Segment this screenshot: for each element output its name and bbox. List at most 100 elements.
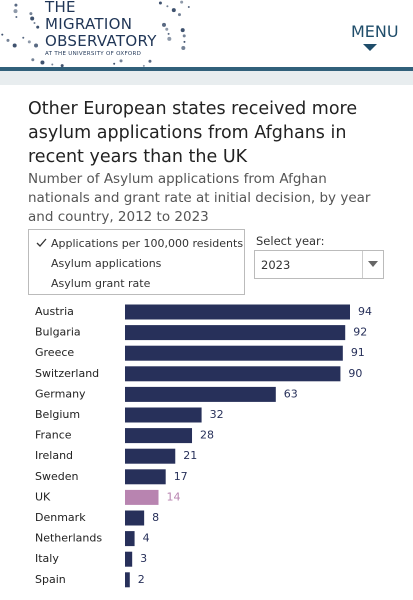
checkmark xyxy=(36,238,47,247)
header-band xyxy=(0,71,413,85)
logo-dot xyxy=(182,34,186,38)
value-label: 91 xyxy=(351,346,365,359)
logo-dot xyxy=(177,13,181,17)
logo-dot xyxy=(29,12,33,16)
menu-button[interactable]: MENU xyxy=(351,22,399,41)
logo-dot xyxy=(180,0,184,4)
logo-text: MIGRATION xyxy=(45,15,133,33)
category-label: Bulgaria xyxy=(35,326,81,339)
year-label: Select year: xyxy=(256,234,325,248)
value-label: 21 xyxy=(183,449,197,462)
bar xyxy=(125,345,343,361)
value-label: 94 xyxy=(358,305,372,318)
logo-dot xyxy=(113,62,116,65)
logo-dot xyxy=(167,36,172,41)
logo-dot xyxy=(181,45,186,50)
logo-dot xyxy=(12,43,17,48)
bar xyxy=(125,325,346,341)
bar xyxy=(125,572,130,588)
value-label: 2 xyxy=(138,573,145,586)
logo-dot xyxy=(15,16,18,19)
bar xyxy=(125,551,133,567)
bar xyxy=(125,510,145,526)
value-label: 90 xyxy=(348,367,362,380)
logo-dot xyxy=(187,5,190,8)
measure-options: Applications per 100,000 residents Asylu… xyxy=(28,229,245,295)
logo-dot xyxy=(161,22,166,27)
logo-dot xyxy=(33,22,36,25)
category-label: Austria xyxy=(35,305,74,318)
category-label: Switzerland xyxy=(35,367,99,380)
logo-dot xyxy=(51,63,54,66)
logo-dot xyxy=(31,58,35,62)
value-label: 8 xyxy=(152,511,159,524)
logo-dot xyxy=(22,36,25,39)
value-label: 14 xyxy=(167,490,181,503)
category-label: Denmark xyxy=(35,511,86,524)
logo-dot xyxy=(165,27,169,31)
logo-dot xyxy=(180,28,185,33)
logo-text: AT THE UNIVERSITY OF OXFORD xyxy=(45,51,142,57)
value-label: 4 xyxy=(143,532,150,545)
chart-subtitle: Number of Asylum applications from Afgha… xyxy=(28,171,371,224)
category-label: Netherlands xyxy=(35,532,102,545)
logo-dot xyxy=(27,40,31,44)
value-label: 63 xyxy=(284,387,298,400)
year-value: 2023 xyxy=(261,258,291,272)
bar xyxy=(125,304,350,320)
category-label: Belgium xyxy=(35,408,80,421)
chart-title: Other European states received more asyl… xyxy=(28,99,358,167)
category-label: Greece xyxy=(35,346,74,359)
bar xyxy=(125,407,202,423)
value-label: 32 xyxy=(210,408,224,421)
logo-dot xyxy=(60,64,64,68)
header xyxy=(0,0,413,85)
category-label: Spain xyxy=(35,573,66,586)
year-select[interactable]: 2023 xyxy=(254,250,384,279)
logo-dot xyxy=(30,16,35,21)
logo-dot xyxy=(40,60,45,65)
divider xyxy=(362,251,363,278)
bar xyxy=(125,531,135,547)
logo-dot xyxy=(6,38,10,42)
category-label: Italy xyxy=(35,552,59,565)
category-label: Sweden xyxy=(35,470,78,483)
value-label: 17 xyxy=(174,470,188,483)
bar xyxy=(125,428,193,444)
logo-dot xyxy=(13,9,18,14)
header-band xyxy=(0,67,413,71)
logo-dot xyxy=(1,33,4,36)
logo-dot xyxy=(119,59,123,63)
option[interactable]: Asylum grant rate xyxy=(51,277,151,290)
logo-dot xyxy=(34,43,39,48)
value-label: 92 xyxy=(353,326,367,339)
logo-dot xyxy=(148,59,152,63)
chart: Austria 94 Bulgaria 92 Greece 91 Switzerland 90… xyxy=(35,304,372,588)
menu-arrow xyxy=(363,44,377,51)
bar xyxy=(125,448,176,464)
category-label: Ireland xyxy=(35,449,73,462)
logo-dot xyxy=(158,1,162,5)
option[interactable]: Applications per 100,000 residents xyxy=(51,237,244,250)
option[interactable]: Asylum applications xyxy=(51,257,162,270)
value-label: 28 xyxy=(200,429,214,442)
category-label: Germany xyxy=(35,387,86,400)
bar xyxy=(125,366,341,382)
logo-dot xyxy=(36,25,40,29)
category-label: France xyxy=(35,429,72,442)
logo-dot xyxy=(167,32,170,35)
logo-text: THE xyxy=(45,0,76,16)
bar xyxy=(125,469,166,485)
category-label: UK xyxy=(35,490,51,503)
bar xyxy=(125,489,159,505)
logo-dot xyxy=(142,64,145,67)
logo-dot xyxy=(183,40,186,43)
logo-dot xyxy=(171,8,176,13)
value-label: 3 xyxy=(140,552,147,565)
logo-dot xyxy=(14,3,18,7)
logo-dot xyxy=(166,5,169,8)
bar xyxy=(125,386,276,402)
logo-text: OBSERVATORY xyxy=(45,32,157,50)
select-arrow xyxy=(368,261,378,267)
